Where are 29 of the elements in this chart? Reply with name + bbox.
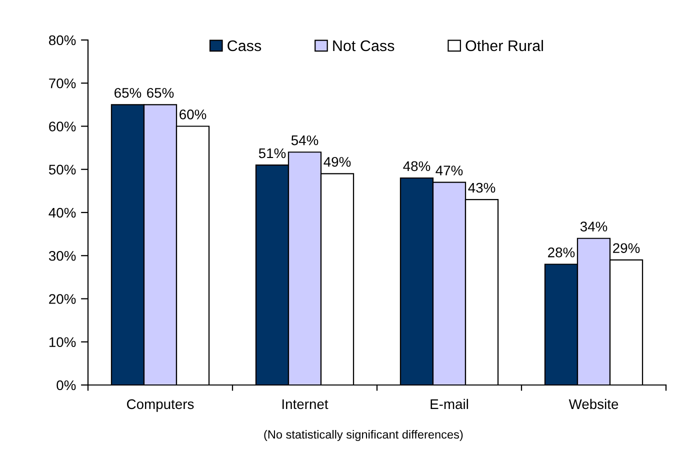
data-label: 54% bbox=[291, 135, 318, 146]
data-label: 49% bbox=[324, 156, 351, 167]
legend-label: Not Cass bbox=[333, 40, 394, 52]
y-tick-label: 60% bbox=[49, 122, 76, 132]
legend-label: Other Rural bbox=[466, 40, 543, 52]
data-label: 65% bbox=[114, 88, 142, 98]
y-tick-label: 40% bbox=[48, 208, 76, 218]
y-tick-label: 80% bbox=[49, 35, 76, 46]
text: (No statistically significant differences) bbox=[264, 430, 463, 441]
data-label: 29% bbox=[613, 243, 640, 254]
data-label: 60% bbox=[180, 110, 206, 120]
x-tick-label: Website bbox=[568, 398, 618, 410]
data-label: 28% bbox=[548, 248, 575, 258]
data-label: 65% bbox=[147, 88, 174, 98]
x-tick-label: Internet bbox=[282, 399, 328, 410]
data-label: 47% bbox=[436, 166, 463, 176]
y-tick-label: 10% bbox=[49, 337, 76, 348]
y-tick-label: 20% bbox=[49, 294, 76, 304]
y-tick-label: 70% bbox=[49, 78, 76, 88]
x-tick-label: Computers bbox=[126, 399, 194, 412]
data-label: 43% bbox=[468, 182, 496, 193]
data-label: 48% bbox=[403, 161, 430, 172]
y-tick-label: 50% bbox=[48, 164, 76, 175]
y-tick-label: 30% bbox=[48, 250, 76, 261]
y-tick-label: 0% bbox=[56, 380, 76, 390]
legend-label: Cass bbox=[228, 40, 262, 52]
data-label: 51% bbox=[258, 148, 286, 158]
data-label: 34% bbox=[580, 222, 608, 232]
x-tick-label: E-mail bbox=[430, 398, 468, 410]
